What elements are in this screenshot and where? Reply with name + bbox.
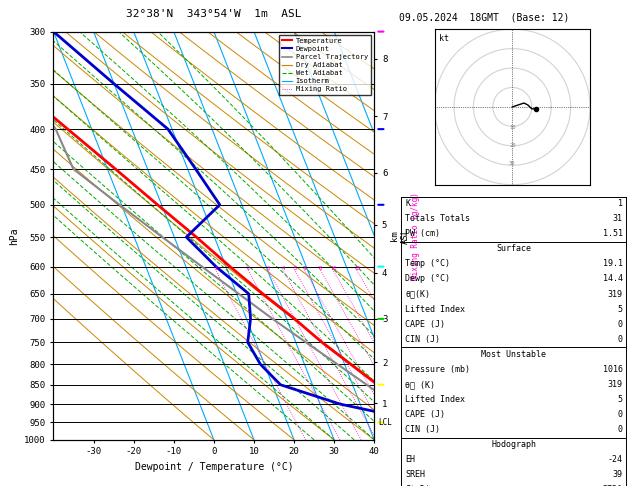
- Text: kt: kt: [439, 34, 449, 43]
- Text: Surface: Surface: [496, 244, 531, 253]
- Text: Dewp (°C): Dewp (°C): [405, 275, 450, 283]
- Text: 32°38'N  343°54'W  1m  ASL: 32°38'N 343°54'W 1m ASL: [126, 9, 302, 19]
- Text: PW (cm): PW (cm): [405, 229, 440, 238]
- Text: 15: 15: [354, 265, 360, 271]
- Text: Temp (°C): Temp (°C): [405, 260, 450, 268]
- Text: 8: 8: [319, 265, 322, 271]
- Text: 4: 4: [282, 265, 285, 271]
- Text: CIN (J): CIN (J): [405, 425, 440, 434]
- Text: Pressure (mb): Pressure (mb): [405, 365, 470, 374]
- Text: 0: 0: [618, 320, 623, 329]
- Text: 0: 0: [618, 425, 623, 434]
- Text: -24: -24: [608, 455, 623, 464]
- Text: CAPE (J): CAPE (J): [405, 320, 445, 329]
- Text: 1.51: 1.51: [603, 229, 623, 238]
- Text: Lifted Index: Lifted Index: [405, 305, 465, 313]
- Text: 1016: 1016: [603, 365, 623, 374]
- Text: Hodograph: Hodograph: [491, 440, 536, 449]
- Text: 19.1: 19.1: [603, 260, 623, 268]
- Text: 10: 10: [330, 265, 337, 271]
- Text: Most Unstable: Most Unstable: [481, 350, 546, 359]
- Text: 319: 319: [608, 290, 623, 298]
- Text: 3: 3: [267, 265, 270, 271]
- Text: 20: 20: [509, 143, 516, 148]
- Text: Lifted Index: Lifted Index: [405, 395, 465, 404]
- Text: 1: 1: [618, 199, 623, 208]
- Text: 1: 1: [214, 265, 218, 271]
- Text: 5: 5: [618, 395, 623, 404]
- Text: 14.4: 14.4: [603, 275, 623, 283]
- Text: SREH: SREH: [405, 470, 425, 479]
- Text: 5: 5: [618, 305, 623, 313]
- X-axis label: Dewpoint / Temperature (°C): Dewpoint / Temperature (°C): [135, 462, 293, 472]
- Text: Totals Totals: Totals Totals: [405, 214, 470, 223]
- Text: EH: EH: [405, 455, 415, 464]
- Text: 319: 319: [608, 380, 623, 389]
- Text: CIN (J): CIN (J): [405, 335, 440, 344]
- Text: 5: 5: [293, 265, 297, 271]
- Y-axis label: hPa: hPa: [9, 227, 19, 244]
- Text: CAPE (J): CAPE (J): [405, 410, 445, 419]
- Text: K: K: [405, 199, 410, 208]
- Text: θᴄ (K): θᴄ (K): [405, 380, 435, 389]
- Text: LCL: LCL: [379, 418, 392, 427]
- Text: 10: 10: [509, 125, 516, 130]
- Text: 31: 31: [613, 214, 623, 223]
- Text: 30: 30: [509, 161, 516, 166]
- Text: θᴄ(K): θᴄ(K): [405, 290, 430, 298]
- Legend: Temperature, Dewpoint, Parcel Trajectory, Dry Adiabat, Wet Adiabat, Isotherm, Mi: Temperature, Dewpoint, Parcel Trajectory…: [279, 35, 370, 95]
- Text: 39: 39: [613, 470, 623, 479]
- Text: 6: 6: [303, 265, 306, 271]
- Text: 2: 2: [247, 265, 250, 271]
- Text: 0: 0: [618, 410, 623, 419]
- Y-axis label: km
ASL: km ASL: [390, 227, 409, 244]
- Text: 0: 0: [618, 335, 623, 344]
- Text: Mixing Ratio (g/kg): Mixing Ratio (g/kg): [411, 192, 420, 279]
- Text: 09.05.2024  18GMT  (Base: 12): 09.05.2024 18GMT (Base: 12): [399, 12, 570, 22]
